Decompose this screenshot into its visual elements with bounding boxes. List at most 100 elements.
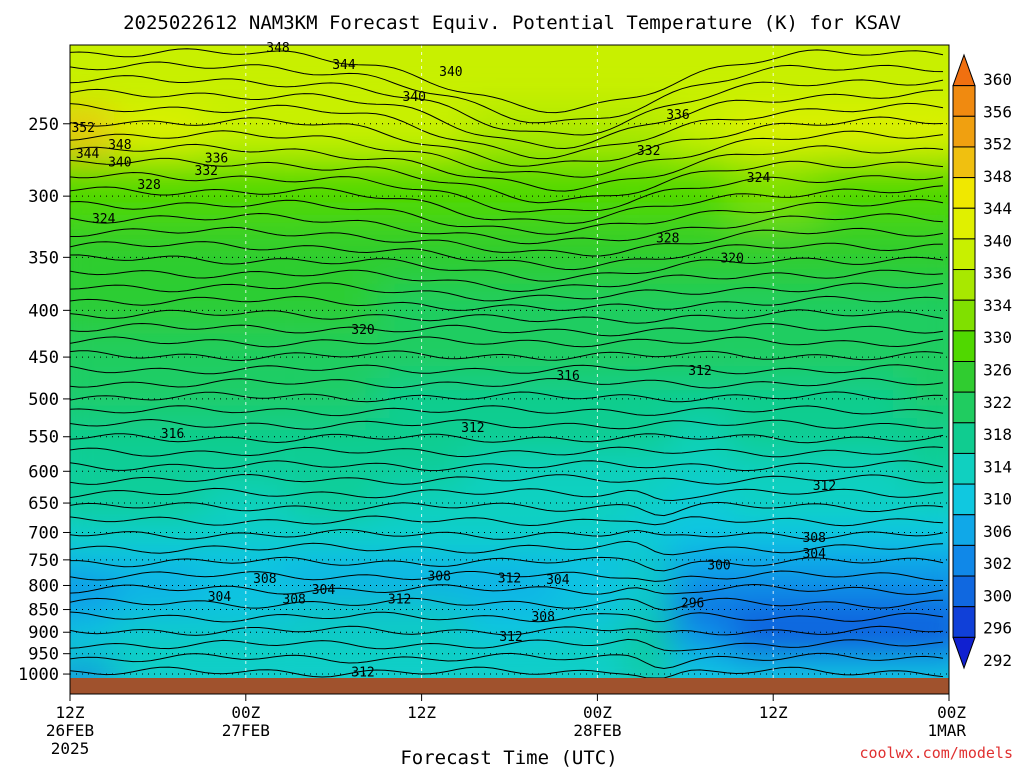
contour-label: 308 (282, 593, 305, 608)
contour-label: 340 (439, 65, 462, 80)
plot-area (70, 45, 949, 678)
colorbar-swatch (952, 299, 976, 332)
colorbar-label: 302 (983, 554, 1012, 573)
contour-line (70, 611, 944, 623)
field-cell (377, 642, 466, 664)
field-cell (817, 283, 906, 334)
field-cell (113, 417, 202, 455)
contour-label: 344 (332, 58, 356, 73)
contour-label: 332 (195, 164, 218, 179)
field-cell (670, 454, 730, 488)
field-cell (670, 417, 730, 455)
contour-line (70, 350, 944, 362)
contour-line (70, 364, 944, 375)
field-cell (817, 642, 906, 664)
contour-line (70, 171, 944, 213)
field-cell (553, 226, 627, 284)
contour-label: 304 (802, 547, 826, 562)
colorbar-label: 292 (983, 651, 1012, 670)
field-cell (905, 597, 949, 621)
field-cell (553, 597, 627, 621)
contour-label: 312 (499, 630, 522, 645)
colorbar-label: 352 (983, 135, 1012, 154)
field-cell (201, 642, 290, 664)
contour-label: 352 (71, 121, 94, 136)
colorbar-swatch (952, 452, 976, 485)
field-cell (729, 597, 818, 621)
colorbar-label: 296 (983, 619, 1012, 638)
contour-line (70, 473, 944, 485)
colorbar-label: 344 (983, 199, 1012, 218)
colorbar-label: 326 (983, 361, 1012, 380)
colorbar-label: 300 (983, 586, 1012, 605)
field-cell (70, 454, 114, 488)
x-axis-label: Forecast Time (UTC) (400, 747, 617, 768)
contour-label: 304 (312, 583, 336, 598)
colorbar-swatch (952, 514, 976, 546)
contour-label: 304 (546, 573, 570, 588)
colorbar-swatch (952, 361, 976, 393)
colorbar-swatch (952, 636, 976, 670)
field-cell (113, 283, 202, 334)
contour-line (70, 157, 944, 204)
field-cell (626, 487, 671, 518)
contour-label: 296 (681, 596, 704, 611)
field-cell (905, 454, 949, 488)
contour-label: 300 (707, 559, 730, 574)
y-tick-label: 600 (28, 462, 59, 482)
field-cell (553, 572, 627, 598)
field-cell (113, 546, 202, 573)
x-tick-label: 12Z (56, 703, 85, 722)
contour-label: 344 (76, 147, 100, 162)
field-cell (465, 517, 554, 547)
field-cell (465, 487, 554, 518)
chart-title: 2025022612 NAM3KM Forecast Equiv. Potent… (123, 12, 901, 34)
field-cell (70, 546, 114, 573)
field-cell (553, 159, 627, 227)
field-cell (626, 620, 671, 643)
contour-line (70, 75, 944, 136)
field-cell (70, 642, 114, 664)
field-cell (70, 597, 114, 621)
colorbar-swatch (952, 269, 976, 301)
field-cell (465, 454, 554, 488)
colorbar-label: 318 (983, 425, 1012, 444)
x-tick-label: 1MAR (927, 721, 966, 740)
field-cell (670, 333, 730, 379)
contour-lines (70, 48, 944, 678)
contour-line (70, 88, 944, 150)
field-cell (113, 663, 202, 678)
colorbar: 360 356 352 348 344 340 336 334 330 326 322 318 314 3… (952, 53, 1012, 670)
contour-label: 340 (403, 90, 426, 105)
contour-label: 304 (208, 590, 232, 605)
colorbar-swatch (952, 330, 976, 363)
colorbar-label: 314 (983, 457, 1012, 476)
colorbar-swatch (952, 115, 976, 148)
time-grid (245, 45, 774, 678)
x-tick-label: 12Z (407, 703, 436, 722)
field-cell (70, 283, 114, 334)
contour-line (70, 556, 944, 572)
colorbar-swatch (952, 177, 976, 209)
contour-line (70, 652, 944, 670)
contour-label: 348 (266, 41, 289, 56)
colorbar-swatch (952, 544, 976, 577)
contour-label: 308 (531, 610, 554, 625)
field-cell (465, 620, 554, 643)
field-cell (553, 487, 627, 518)
contour-line (70, 226, 944, 257)
field-cell (113, 333, 202, 379)
x-tick-label: 26FEB (46, 721, 94, 740)
field-cell (553, 454, 627, 488)
contour-label: 316 (161, 427, 184, 442)
contour-line (70, 583, 944, 595)
contour-line (70, 116, 944, 167)
plot-frame (69, 44, 950, 695)
y-tick-label: 500 (28, 390, 59, 410)
field-cell (670, 283, 730, 334)
contour-label: 316 (556, 369, 579, 384)
contour-line (70, 212, 944, 245)
field-cell (289, 108, 378, 160)
